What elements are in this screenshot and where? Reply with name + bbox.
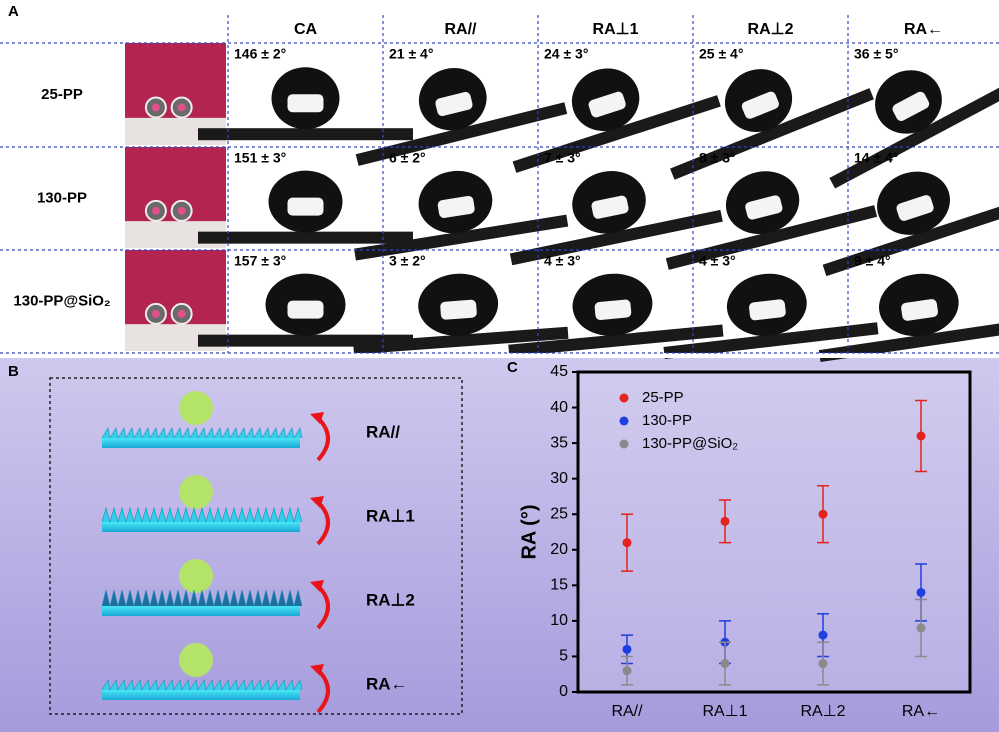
droplet-highlight: [288, 94, 324, 112]
cell-value: 4 ± 3°: [699, 253, 736, 269]
cell-value: 24 ± 3°: [544, 46, 588, 62]
data-point: [721, 517, 730, 526]
data-point: [917, 624, 926, 633]
y-tick-label: 10: [550, 612, 568, 629]
data-point: [917, 588, 926, 597]
y-axis-label: RA (°): [518, 504, 540, 559]
substrate: [198, 232, 413, 244]
droplet: [179, 559, 213, 593]
y-tick-label: 20: [550, 541, 568, 558]
cell-value: 21 ± 4°: [389, 46, 433, 62]
column-header: RA←: [904, 21, 943, 38]
schematic-label: RA←: [366, 674, 408, 693]
droplet-highlight: [440, 299, 477, 320]
cell-value: 8 ± 3°: [699, 150, 736, 166]
droplet-highlight: [288, 301, 324, 319]
y-tick-label: 45: [550, 363, 568, 380]
data-point: [917, 432, 926, 441]
legend-label: 25-PP: [642, 389, 684, 406]
data-point: [819, 631, 828, 640]
cell-value: 25 ± 4°: [699, 46, 743, 62]
row-label: 130-PP@SiO₂: [13, 292, 110, 309]
droplet: [179, 643, 213, 677]
droplet-highlight: [288, 198, 324, 216]
substrate: [102, 438, 300, 448]
schematic-label: RA⊥1: [366, 506, 415, 525]
cell-value: 4 ± 3°: [544, 253, 581, 269]
photo-drop-center: [152, 310, 160, 318]
panel-label: C: [507, 359, 518, 376]
legend-label: 130-PP: [642, 412, 692, 429]
x-tick-label: RA⊥2: [800, 703, 845, 720]
cell-value: 157 ± 3°: [234, 253, 286, 269]
substrate: [102, 522, 300, 532]
cell-value: 9 ± 4°: [854, 253, 891, 269]
panel-label: B: [8, 363, 19, 380]
cell-value: 7 ± 3°: [544, 150, 581, 166]
y-tick-label: 15: [550, 577, 568, 594]
droplet: [179, 391, 213, 425]
row-label: 25-PP: [41, 86, 83, 103]
photo-drop-center: [152, 103, 160, 111]
cell-value: 36 ± 5°: [854, 46, 898, 62]
substrate: [198, 128, 413, 140]
cell-value: 151 ± 3°: [234, 150, 286, 166]
photo-drop-center: [152, 207, 160, 215]
photo-drop-center: [178, 207, 186, 215]
mask: [0, 353, 999, 358]
cell-value: 3 ± 2°: [389, 253, 426, 269]
data-point: [721, 659, 730, 668]
column-header: RA⊥2: [748, 21, 794, 38]
y-tick-label: 30: [550, 470, 568, 487]
data-point: [623, 666, 632, 675]
cell-value: 146 ± 2°: [234, 46, 286, 62]
cell-value: 6 ± 2°: [389, 150, 426, 166]
panel-label: A: [8, 3, 19, 20]
cell-value: 14 ± 4°: [854, 150, 898, 166]
schematic-label: RA⊥2: [366, 590, 415, 609]
x-tick-label: RA⊥1: [702, 703, 747, 720]
legend-marker: [620, 417, 629, 426]
column-header: RA//: [445, 21, 478, 38]
x-tick-label: RA//: [611, 703, 643, 720]
figure: A CA RA// RA⊥1 RA⊥2 RA← 25-PP 146 ± 2° 21 ± 4° 24…: [0, 0, 999, 732]
data-point: [623, 538, 632, 547]
column-header: CA: [294, 21, 318, 38]
droplet: [179, 475, 213, 509]
legend-label: 130-PP@SiO₂: [642, 435, 738, 452]
column-header: RA⊥1: [593, 21, 639, 38]
data-point: [623, 645, 632, 654]
legend-marker: [620, 440, 629, 449]
y-tick-label: 5: [559, 648, 568, 665]
photo-drop-center: [178, 103, 186, 111]
photo-drop-center: [178, 310, 186, 318]
droplet-highlight: [594, 299, 632, 320]
y-tick-label: 35: [550, 434, 568, 451]
y-tick-label: 0: [559, 683, 568, 700]
substrate: [102, 690, 300, 700]
x-tick-label: RA←: [902, 703, 940, 720]
y-tick-label: 40: [550, 399, 568, 416]
data-point: [819, 659, 828, 668]
plot-frame: [578, 372, 970, 692]
row-label: 130-PP: [37, 189, 87, 206]
page: A CA RA// RA⊥1 RA⊥2 RA← 25-PP 146 ± 2° 21 ± 4° 24…: [0, 0, 999, 732]
y-tick-label: 25: [550, 505, 568, 522]
substrate: [102, 606, 300, 616]
legend-marker: [620, 394, 629, 403]
schematic-label: RA//: [366, 422, 400, 441]
data-point: [819, 510, 828, 519]
